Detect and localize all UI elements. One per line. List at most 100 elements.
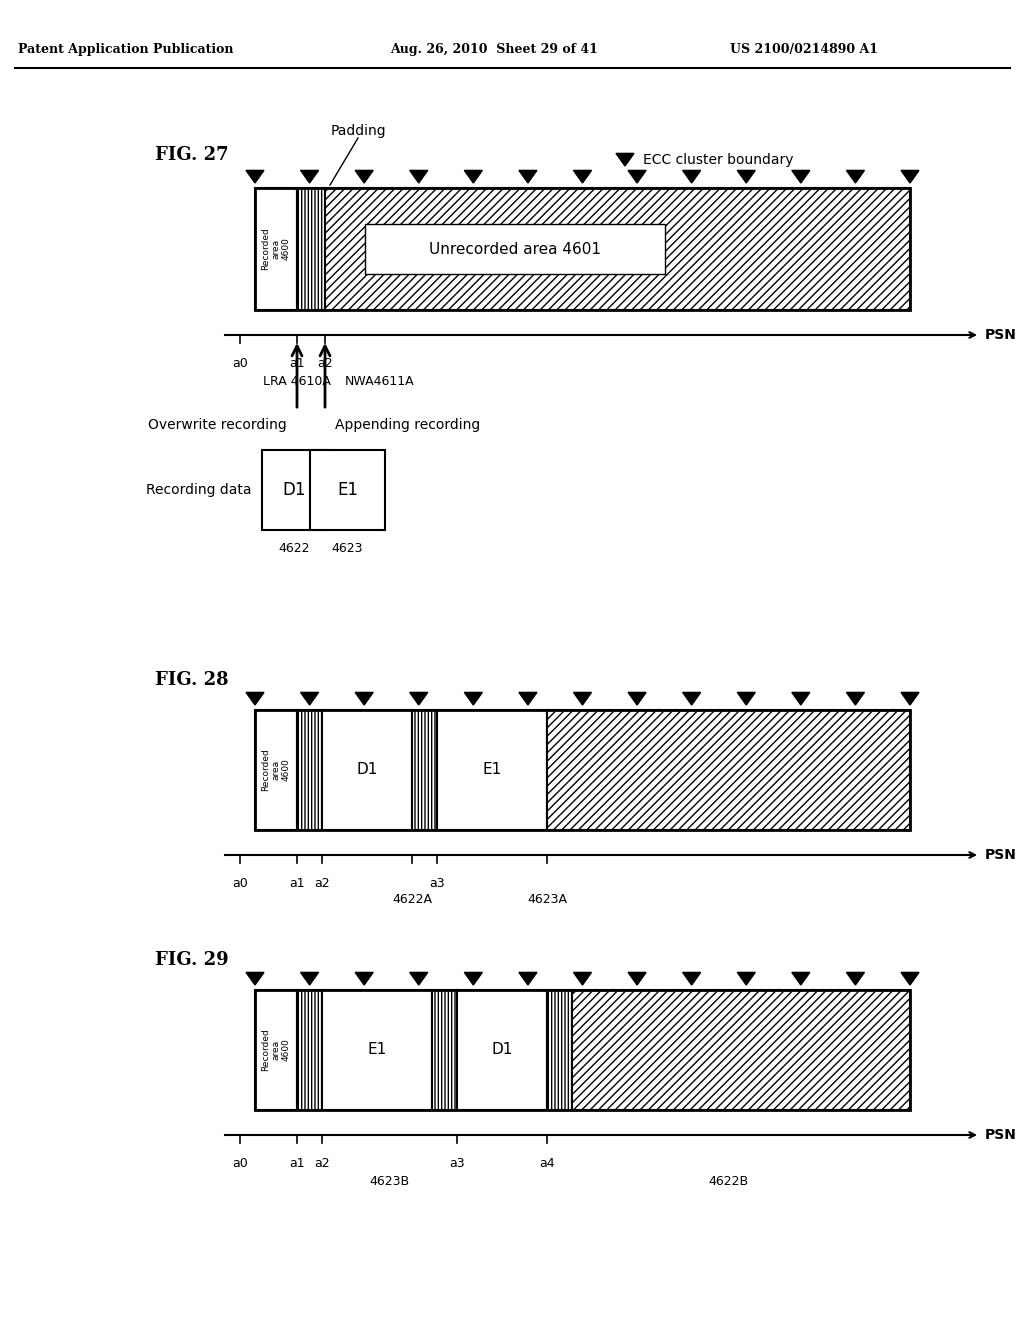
Polygon shape: [519, 973, 537, 985]
Text: 4623B: 4623B: [370, 1175, 410, 1188]
Text: Recorded
area
4600: Recorded area 4600: [261, 748, 291, 792]
Text: a3: a3: [450, 1158, 465, 1170]
Text: 4622A: 4622A: [392, 894, 432, 906]
Polygon shape: [737, 973, 756, 985]
Bar: [310, 450, 385, 531]
Bar: [547, 990, 572, 1110]
Polygon shape: [847, 693, 864, 705]
Text: a1: a1: [289, 356, 305, 370]
Text: D1: D1: [492, 1043, 513, 1057]
Bar: [322, 990, 432, 1110]
Text: PSN: PSN: [985, 327, 1017, 342]
Polygon shape: [847, 973, 864, 985]
Text: a3: a3: [429, 876, 444, 890]
Text: a2: a2: [314, 1158, 330, 1170]
Text: Recording data: Recording data: [146, 483, 252, 498]
Polygon shape: [301, 170, 318, 183]
Text: Recorded
area
4600: Recorded area 4600: [261, 227, 291, 271]
Polygon shape: [628, 693, 646, 705]
Text: a0: a0: [232, 1158, 248, 1170]
Text: ECC cluster boundary: ECC cluster boundary: [643, 153, 794, 168]
Polygon shape: [737, 170, 756, 183]
Polygon shape: [246, 693, 264, 705]
Text: Patent Application Publication: Patent Application Publication: [18, 44, 233, 57]
Polygon shape: [301, 693, 318, 705]
Polygon shape: [573, 973, 592, 985]
Bar: [322, 710, 412, 830]
Text: LRA 4610A: LRA 4610A: [263, 375, 331, 388]
Polygon shape: [683, 170, 700, 183]
Polygon shape: [246, 973, 264, 985]
Polygon shape: [410, 973, 428, 985]
Text: a2: a2: [314, 876, 330, 890]
Text: a2: a2: [317, 356, 333, 370]
Polygon shape: [628, 170, 646, 183]
Text: Appending recording: Appending recording: [335, 418, 480, 432]
Polygon shape: [519, 170, 537, 183]
Bar: [432, 990, 457, 1110]
Text: 4622: 4622: [279, 543, 310, 554]
Text: FIG. 27: FIG. 27: [155, 147, 228, 164]
Text: NWA4611A: NWA4611A: [345, 375, 415, 388]
Text: PSN: PSN: [985, 847, 1017, 862]
Text: a1: a1: [289, 876, 305, 890]
Text: Unrecorded area 4601: Unrecorded area 4601: [429, 242, 601, 256]
Bar: [255, 710, 297, 830]
Polygon shape: [901, 973, 919, 985]
Bar: [255, 187, 297, 310]
Polygon shape: [616, 153, 634, 166]
Text: E1: E1: [482, 763, 502, 777]
Bar: [255, 990, 910, 1110]
Polygon shape: [573, 693, 592, 705]
Polygon shape: [355, 973, 373, 985]
Polygon shape: [901, 170, 919, 183]
Polygon shape: [301, 973, 318, 985]
Bar: [255, 710, 910, 830]
Bar: [547, 710, 910, 830]
Polygon shape: [792, 973, 810, 985]
Polygon shape: [355, 170, 373, 183]
Bar: [297, 990, 322, 1110]
Text: FIG. 29: FIG. 29: [155, 950, 228, 969]
Polygon shape: [628, 973, 646, 985]
Text: a4: a4: [540, 1158, 555, 1170]
Text: 4622B: 4622B: [709, 1175, 749, 1188]
Text: D1: D1: [356, 763, 378, 777]
Polygon shape: [737, 693, 756, 705]
Bar: [412, 710, 437, 830]
Polygon shape: [519, 693, 537, 705]
Text: E1: E1: [337, 480, 358, 499]
Polygon shape: [410, 693, 428, 705]
Text: a1: a1: [289, 1158, 305, 1170]
Polygon shape: [792, 170, 810, 183]
Polygon shape: [792, 693, 810, 705]
Text: D1: D1: [283, 480, 306, 499]
Text: Recorded
area
4600: Recorded area 4600: [261, 1028, 291, 1072]
Polygon shape: [683, 693, 700, 705]
Polygon shape: [683, 973, 700, 985]
Polygon shape: [901, 693, 919, 705]
Text: FIG. 28: FIG. 28: [155, 671, 228, 689]
Bar: [255, 187, 910, 310]
Polygon shape: [847, 170, 864, 183]
Text: E1: E1: [368, 1043, 387, 1057]
Text: Aug. 26, 2010  Sheet 29 of 41: Aug. 26, 2010 Sheet 29 of 41: [390, 44, 598, 57]
Bar: [572, 990, 910, 1110]
Bar: [437, 710, 547, 830]
Polygon shape: [355, 693, 373, 705]
Bar: [365, 224, 665, 275]
Text: US 2100/0214890 A1: US 2100/0214890 A1: [730, 44, 878, 57]
Polygon shape: [464, 693, 482, 705]
Polygon shape: [464, 170, 482, 183]
Bar: [297, 187, 325, 310]
Bar: [297, 710, 322, 830]
Text: a0: a0: [232, 876, 248, 890]
Polygon shape: [464, 973, 482, 985]
Polygon shape: [573, 170, 592, 183]
Bar: [262, 450, 327, 531]
Bar: [457, 990, 547, 1110]
Text: 4623A: 4623A: [527, 894, 567, 906]
Bar: [255, 990, 297, 1110]
Text: 4623: 4623: [332, 543, 364, 554]
Text: Padding: Padding: [330, 124, 386, 139]
